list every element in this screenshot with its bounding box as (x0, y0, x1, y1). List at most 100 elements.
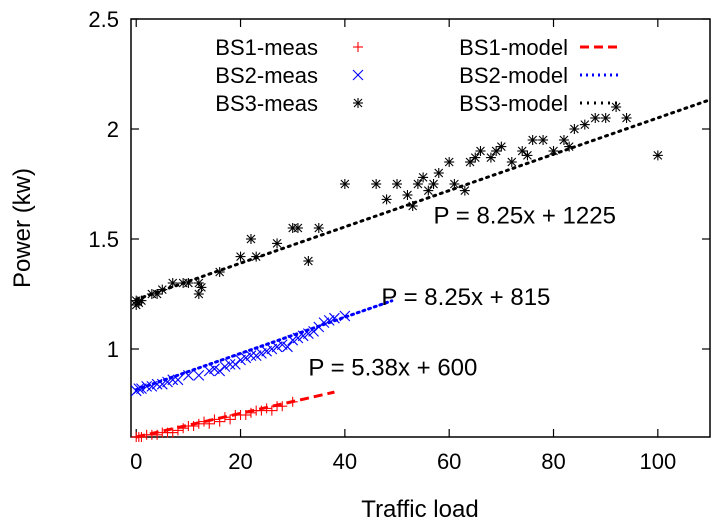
x-tick-label: 20 (228, 449, 252, 474)
point (381, 194, 392, 205)
point (196, 282, 207, 293)
y-tick-label: 1 (107, 337, 119, 362)
star-stroke (460, 186, 470, 195)
star-stroke (450, 179, 459, 189)
cross-stroke (167, 374, 179, 386)
star-stroke (507, 157, 517, 167)
point (214, 416, 225, 427)
plot-frame (130, 18, 711, 438)
point (600, 113, 611, 123)
point (459, 185, 470, 196)
point (527, 135, 538, 145)
star-stroke (476, 146, 485, 156)
y-tick-label: 2.5 (88, 7, 119, 32)
point (308, 326, 319, 337)
legend-label: BS3-model (459, 91, 568, 116)
point (412, 179, 423, 189)
star-stroke (590, 113, 600, 123)
point (522, 150, 533, 161)
cross-stroke (224, 359, 236, 370)
star-stroke (486, 153, 496, 162)
star-stroke (392, 179, 402, 189)
legend-label: BS2-model (459, 63, 568, 88)
cross-stroke (172, 374, 184, 386)
star-stroke (465, 157, 475, 167)
star-stroke (470, 153, 480, 162)
point (371, 179, 382, 189)
point (245, 234, 256, 244)
star-stroke (611, 102, 621, 112)
star-stroke (168, 278, 178, 288)
star-stroke (371, 179, 381, 189)
star-stroke (528, 135, 538, 145)
point (652, 150, 663, 161)
point (133, 383, 145, 394)
point (313, 321, 325, 333)
point (157, 284, 168, 295)
star-stroke (653, 151, 663, 160)
legend-marker (352, 69, 364, 81)
point (392, 179, 403, 189)
x-tick-label: 0 (130, 449, 142, 474)
star-stroke (152, 289, 162, 299)
star-stroke (413, 179, 423, 189)
point (214, 267, 225, 277)
y-tick-label: 2 (107, 117, 119, 142)
cross-stroke (339, 310, 351, 322)
point (517, 146, 528, 156)
point (167, 374, 179, 386)
cross-stroke (329, 312, 340, 324)
point (136, 295, 147, 306)
x-tick-label: 100 (639, 449, 676, 474)
point (240, 410, 251, 420)
point (433, 168, 444, 178)
equation-label: P = 5.38x + 600 (308, 354, 477, 381)
star-stroke (523, 151, 532, 160)
point (418, 172, 429, 183)
point (235, 251, 246, 262)
point (256, 405, 267, 416)
point (339, 310, 351, 322)
point (407, 201, 418, 211)
annotations: P = 5.38x + 600 P = 8.25x + 815 P = 8.25x … (308, 203, 616, 382)
point (219, 412, 230, 423)
legend-label: BS2-meas (215, 63, 318, 88)
point (152, 429, 163, 440)
point (172, 425, 183, 436)
cross-stroke (352, 69, 364, 81)
model-line (134, 299, 394, 392)
star-stroke (353, 98, 363, 108)
point (224, 359, 236, 370)
point (151, 378, 163, 390)
cross-stroke (141, 381, 153, 392)
legend-marker (353, 98, 363, 108)
star-stroke (517, 146, 527, 156)
point (245, 350, 257, 361)
point (204, 418, 215, 429)
star-stroke (564, 142, 574, 151)
star-stroke (183, 278, 193, 288)
star-stroke (303, 256, 313, 266)
y-tick-label: 1.5 (88, 227, 119, 252)
equation-label: P = 8.25x + 815 (381, 284, 550, 311)
point (172, 374, 184, 386)
star-stroke (538, 135, 548, 145)
point (251, 251, 262, 262)
data-points (130, 102, 663, 442)
star-stroke (251, 252, 261, 261)
cross-stroke (313, 321, 325, 333)
legend-label: BS3-meas (215, 91, 318, 116)
x-tick-label: 80 (541, 449, 565, 474)
star-stroke (444, 157, 454, 167)
point (329, 312, 340, 324)
point (470, 152, 481, 163)
point (193, 370, 205, 381)
point (167, 278, 178, 288)
cross-stroke (229, 359, 241, 370)
point (548, 146, 559, 156)
point (558, 135, 569, 145)
star-stroke (403, 190, 412, 200)
point (569, 124, 580, 134)
point (183, 278, 194, 288)
